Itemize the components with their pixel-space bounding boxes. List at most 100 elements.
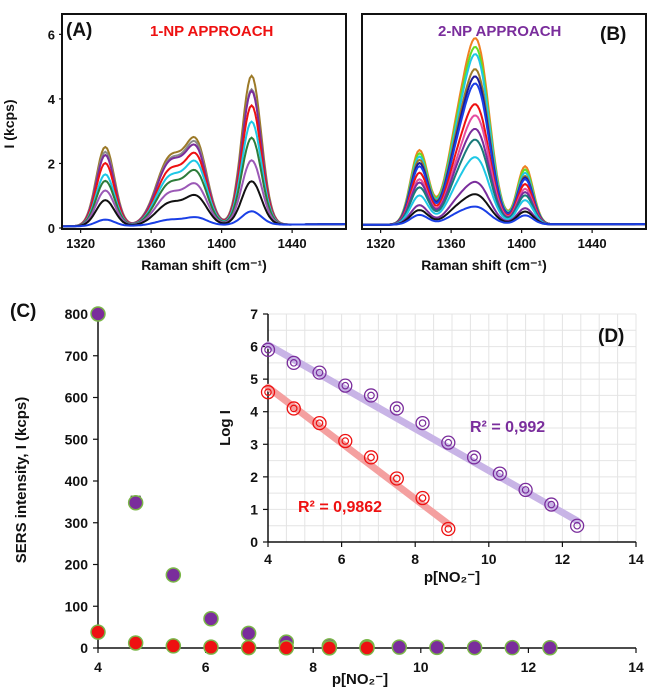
- data-point-inner-ring: [418, 494, 427, 502]
- panel-c-x-label: p[NO₂⁻]: [332, 671, 388, 688]
- data-point-inner-ring: [521, 486, 530, 494]
- y-tick-label: 100: [65, 598, 89, 614]
- data-point-inner-ring: [341, 381, 350, 390]
- y-tick-label: 4: [250, 404, 258, 420]
- y-tick-label: 1: [250, 501, 258, 517]
- spectrum-line-b-13: [363, 205, 645, 226]
- y-tick-label: 0: [250, 534, 258, 550]
- panel-c-x-ticks: 4 6 8 10 12 14: [94, 648, 644, 675]
- data-point-series-1: [338, 433, 353, 449]
- y-tick-label: 300: [65, 515, 89, 531]
- data-point-series-0: [240, 625, 257, 642]
- data-point-inner-ring: [367, 391, 375, 400]
- data-point-series-0: [415, 415, 430, 431]
- data-point-series-1: [441, 521, 456, 537]
- y-tick-label: 700: [65, 348, 89, 364]
- panel-d-x-ticks: 4 6 8 10 12 14: [264, 542, 644, 567]
- panel-b: 1320 1360 1400 1440 (B) 2-NP APPROACH Raman…: [361, 13, 647, 273]
- panel-a-x-ticks: 1320 1360 1400 1440: [66, 228, 307, 251]
- data-point-inner-ring: [444, 525, 453, 533]
- panel-d-points: [260, 342, 585, 537]
- panel-c-label: (C): [10, 301, 36, 322]
- panel-d-x-label: p[NO₂⁻]: [424, 569, 480, 586]
- data-point-series-0: [466, 450, 482, 465]
- x-tick-label: 10: [413, 659, 429, 675]
- data-point-series-0: [165, 567, 182, 583]
- data-point-inner-ring: [444, 438, 453, 447]
- panel-d-annotation-purple: R² = 0,992: [470, 419, 545, 436]
- panel-a-label: (A): [66, 20, 92, 41]
- y-tick-label: 2: [48, 156, 55, 171]
- data-point-series-1: [127, 635, 144, 651]
- data-point-series-0: [90, 306, 106, 322]
- panel-d-fit-lines: [264, 341, 581, 528]
- data-point-series-0: [441, 435, 456, 450]
- panel-b-x-ticks: 1320 1360 1400 1440: [366, 228, 607, 251]
- y-tick-label: 0: [80, 640, 88, 656]
- data-point-inner-ring: [547, 500, 556, 509]
- y-tick-label: 500: [65, 431, 89, 447]
- data-point-inner-ring: [573, 521, 581, 530]
- x-tick-label: 4: [264, 551, 272, 567]
- data-point-series-0: [203, 611, 219, 627]
- data-point-inner-ring: [264, 346, 272, 354]
- panel-a-x-label: Raman shift (cm⁻¹): [141, 257, 267, 273]
- panel-d-y-ticks: 0 1 2 3 4 5 6 7: [250, 306, 268, 550]
- panel-a-spectra: [63, 74, 345, 228]
- y-tick-label: 400: [65, 473, 89, 489]
- x-tick-label: 8: [411, 551, 419, 567]
- x-tick-label: 8: [309, 659, 317, 675]
- y-tick-label: 5: [250, 371, 258, 387]
- data-point-inner-ring: [496, 469, 504, 478]
- data-point-series-1: [312, 415, 327, 431]
- x-tick-label: 1400: [207, 236, 236, 251]
- data-point-inner-ring: [418, 419, 427, 427]
- panel-b-x-label: Raman shift (cm⁻¹): [421, 257, 547, 273]
- data-point-series-0: [127, 494, 144, 511]
- data-point-series-0: [363, 388, 379, 403]
- data-point-series-0: [466, 639, 483, 656]
- data-point-inner-ring: [470, 453, 478, 462]
- data-point-series-0: [429, 639, 445, 656]
- data-point-series-0: [569, 518, 585, 533]
- data-point-series-1: [359, 640, 375, 656]
- data-point-series-1: [90, 624, 106, 640]
- panel-a-y-label: I (kcps): [1, 99, 17, 148]
- x-tick-label: 14: [628, 551, 644, 567]
- data-point-series-0: [260, 342, 276, 357]
- data-point-inner-ring: [392, 474, 401, 483]
- data-point-series-0: [391, 639, 408, 655]
- panel-d-label: (D): [598, 326, 624, 347]
- panel-d-annotation-red: R² = 0,9862: [298, 499, 382, 516]
- data-point-series-0: [544, 497, 559, 512]
- fit-line-series-1: [264, 383, 452, 528]
- data-point-inner-ring: [367, 453, 375, 462]
- data-point-series-0: [504, 639, 521, 656]
- y-tick-label: 2: [250, 469, 258, 485]
- x-tick-label: 1320: [366, 236, 395, 251]
- data-point-inner-ring: [315, 368, 324, 377]
- data-point-series-0: [312, 365, 327, 380]
- data-point-series-0: [542, 640, 558, 656]
- panel-b-frame: [361, 13, 647, 230]
- y-tick-label: 600: [65, 390, 89, 406]
- y-tick-label: 3: [250, 436, 258, 452]
- data-point-series-0: [518, 482, 533, 498]
- x-tick-label: 1360: [137, 236, 166, 251]
- data-point-series-1: [165, 638, 182, 654]
- y-tick-label: 200: [65, 557, 89, 573]
- x-tick-label: 1440: [278, 236, 307, 251]
- data-point-series-1: [389, 471, 404, 486]
- panel-c-y-ticks: 0 100 200 300 400 500 600 700 800: [65, 306, 98, 656]
- x-tick-label: 12: [521, 659, 537, 675]
- data-point-series-1: [321, 640, 338, 656]
- x-tick-label: 1440: [578, 236, 607, 251]
- panel-c-y-label: SERS intensity, I (kcps): [13, 397, 30, 563]
- panel-b-title: 2-NP APPROACH: [438, 23, 561, 40]
- fit-line-series-0: [264, 341, 581, 525]
- data-point-series-1: [203, 639, 219, 655]
- data-point-series-1: [260, 385, 276, 400]
- x-tick-label: 14: [628, 659, 644, 675]
